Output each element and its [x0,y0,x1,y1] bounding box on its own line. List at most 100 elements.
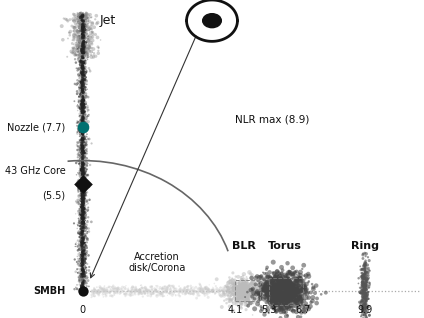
Point [79,82,86,87]
Point [77,37,84,42]
Point [76,169,83,174]
Point [293,301,300,306]
Point [80,106,87,111]
Point [283,282,290,287]
Point [363,263,369,268]
Point [172,289,179,294]
Point [78,111,84,116]
Point [362,292,368,297]
Point [81,207,88,212]
Point [144,288,151,294]
Point [288,294,295,300]
Point [253,280,259,285]
Point [196,293,203,298]
Point [85,253,92,258]
Point [78,72,85,77]
Point [78,105,85,110]
Point [84,119,90,124]
Point [78,17,85,22]
Point [150,291,157,296]
Point [363,269,369,274]
Point [80,147,87,152]
Point [81,235,87,240]
Point [86,19,93,24]
Point [75,49,82,54]
Point [80,110,86,115]
Point [240,282,247,287]
Point [245,287,251,292]
Point [82,158,89,163]
Point [79,184,86,190]
Point [170,291,177,296]
Point [79,193,86,198]
Point [271,298,277,303]
Point [81,195,87,200]
Point [78,29,85,34]
Point [84,49,91,54]
Point [79,245,86,250]
Point [79,26,86,31]
Point [80,145,86,150]
Point [81,226,87,231]
Point [79,49,86,54]
Point [78,120,85,125]
Point [196,281,203,287]
Point [362,272,369,277]
Point [270,298,277,303]
Point [76,229,83,234]
Point [79,110,86,115]
Point [80,27,86,32]
Point [79,158,86,163]
Point [264,304,271,309]
Point [77,55,84,60]
Point [274,294,281,299]
Point [78,262,84,267]
Point [283,280,290,286]
Point [84,149,90,154]
Point [81,50,87,55]
Point [79,146,86,151]
Point [78,64,85,69]
Point [82,58,89,63]
Point [277,294,284,299]
Point [81,95,87,100]
Point [235,292,242,297]
Point [280,292,287,297]
Point [76,269,83,274]
Point [141,288,148,293]
Point [78,48,85,53]
Point [81,16,88,21]
Point [357,285,363,290]
Point [81,79,88,84]
Point [288,295,295,300]
Point [75,103,81,108]
Point [77,230,84,235]
Point [275,290,282,295]
Point [80,210,86,215]
Point [199,289,206,294]
Point [282,278,288,283]
Point [287,301,294,306]
Point [78,191,85,196]
Text: Nozzle (7.7): Nozzle (7.7) [8,122,66,132]
Point [296,276,302,281]
Point [361,303,368,308]
Point [82,87,89,92]
Point [266,293,273,298]
Point [83,36,89,41]
Point [360,285,367,290]
Point [81,226,88,231]
Point [187,291,194,296]
Point [82,244,89,249]
Point [176,288,183,294]
Point [82,182,89,187]
Point [78,232,85,237]
Point [75,46,81,51]
Point [77,107,84,113]
Point [176,294,183,299]
Point [80,220,87,225]
Point [86,271,93,276]
Point [203,289,210,294]
Point [80,204,86,209]
Point [276,292,283,297]
